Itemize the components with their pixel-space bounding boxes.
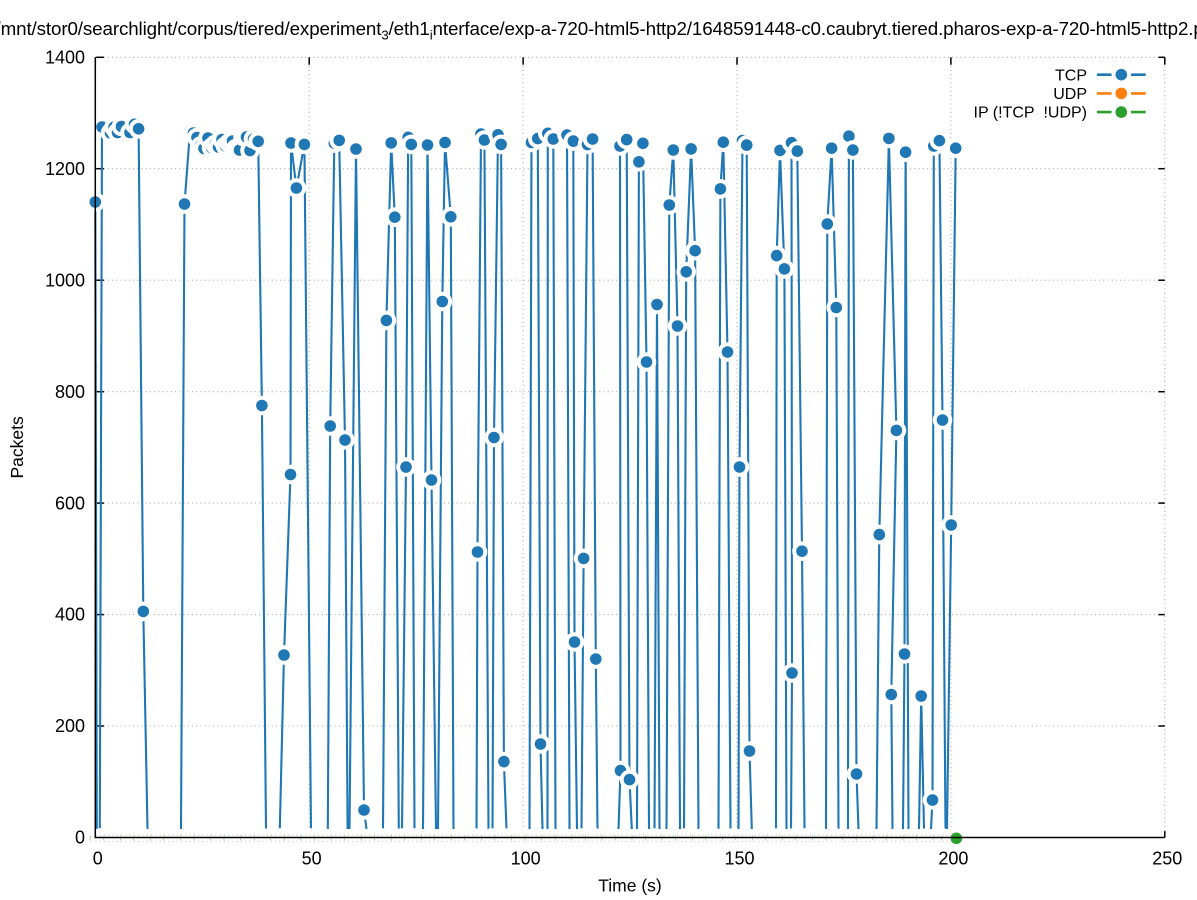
svg-text:50: 50: [302, 849, 322, 869]
svg-text:UDP: UDP: [1053, 86, 1087, 103]
svg-text:/mnt/stor0/searchlight/corpus/: /mnt/stor0/searchlight/corpus/tiered/exp…: [0, 18, 1197, 43]
svg-text:1200: 1200: [45, 159, 85, 179]
svg-text:400: 400: [55, 605, 85, 625]
svg-text:250: 250: [1152, 849, 1182, 869]
svg-text:800: 800: [55, 382, 85, 402]
svg-text:0: 0: [75, 828, 85, 848]
svg-text:1000: 1000: [45, 270, 85, 290]
svg-text:600: 600: [55, 493, 85, 513]
svg-text:1400: 1400: [45, 47, 85, 67]
svg-text:Time (s): Time (s): [598, 876, 662, 896]
svg-text:Packets: Packets: [7, 416, 27, 478]
svg-text:200: 200: [938, 849, 968, 869]
svg-text:200: 200: [55, 716, 85, 736]
svg-text:IP (!TCP !UDP): IP (!TCP !UDP): [974, 105, 1088, 122]
svg-text:0: 0: [93, 849, 103, 869]
svg-text:150: 150: [724, 849, 754, 869]
svg-text:100: 100: [511, 849, 541, 869]
svg-text:TCP: TCP: [1055, 67, 1087, 84]
